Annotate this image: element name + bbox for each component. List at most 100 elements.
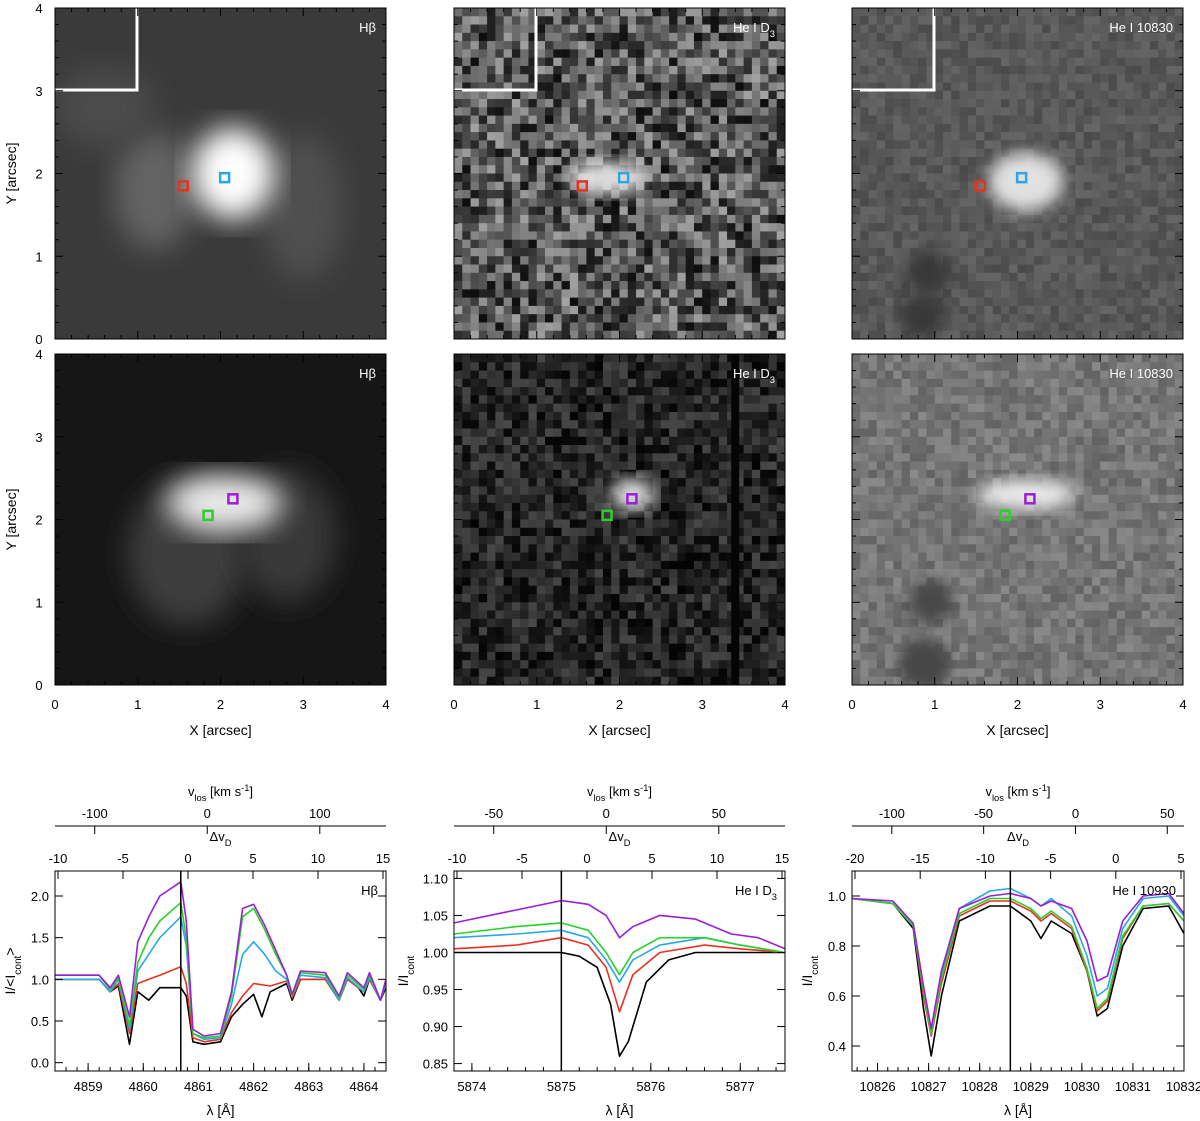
panel-title: Hβ <box>361 883 378 898</box>
doppler-tick-label: 5 <box>648 851 655 866</box>
x-tick-label: 10829 <box>1013 1079 1049 1094</box>
x-tick-label: 2 <box>217 697 224 712</box>
doppler-tick-label: 10 <box>710 851 724 866</box>
y-tick-label: 0.5 <box>31 1014 49 1029</box>
pixel-marker <box>177 180 190 192</box>
spectrum-panel-3: 10826 10827 10828 10829 10830 10831 10832 0.4 0.… <box>799 783 1200 1118</box>
x-tick-label: 0 <box>848 697 855 712</box>
x-tick-label: 4 <box>382 697 389 712</box>
image-panel-r2-c1: Hβ <box>55 354 386 685</box>
y-axis-label: I/<Icont> <box>2 947 24 994</box>
x-axis-label: X [arcsec] <box>588 722 650 738</box>
y-tick-label: 0.95 <box>423 983 448 998</box>
x-tick-label: 4 <box>781 697 788 712</box>
image-axes: 0 1 2 3 4 Y [arcsec] 0 1 2 3 4 Y [arcsec] 0 1 2 3 4 X [ar… <box>3 1 1187 738</box>
y-tick-label: 1 <box>35 249 42 264</box>
x-tick-label: 4860 <box>129 1079 158 1094</box>
image-panel-r1-c1: Hβ <box>55 8 386 339</box>
doppler-axis-label: ΔvD <box>1007 829 1029 848</box>
y-tick-label: 2.0 <box>31 889 49 904</box>
series-line-purple <box>454 899 785 950</box>
doppler-tick-label: -5 <box>516 851 528 866</box>
x-tick-label: 0 <box>450 697 457 712</box>
y-tick-label: 3 <box>35 430 42 445</box>
y-tick-label: 0.90 <box>423 1020 448 1035</box>
spectrum-panel-2: 5874 5875 5876 5877 0.85 0.90 0.95 1.00 1.05 1.10… <box>395 783 789 1118</box>
x-tick-label: 4864 <box>349 1079 378 1094</box>
y-tick-label: 1.5 <box>31 931 49 946</box>
x-axis-label: λ [Å] <box>1004 1102 1032 1118</box>
y-axis-label: I/Icont <box>799 955 821 986</box>
y-tick-label: 1.0 <box>31 972 49 987</box>
y-tick-label: 0.8 <box>828 939 846 954</box>
y-tick-label: 0 <box>35 332 42 347</box>
panel-title: He I 10830 <box>1109 20 1173 35</box>
x-tick-label: 3 <box>1097 697 1104 712</box>
x-tick-label: 4859 <box>74 1079 103 1094</box>
doppler-tick-label: 0 <box>184 851 191 866</box>
x-tick-label: 2 <box>1014 697 1021 712</box>
x-tick-label: 5876 <box>636 1079 665 1094</box>
series-line-purple <box>55 880 386 1037</box>
x-axis-label: λ [Å] <box>206 1102 234 1118</box>
doppler-tick-label: -10 <box>976 851 995 866</box>
vlos-tick-label: -100 <box>879 806 905 821</box>
vlos-tick-label: -100 <box>82 806 108 821</box>
vlos-tick-label: 50 <box>1160 806 1174 821</box>
series-line-green <box>454 922 785 976</box>
vlos-tick-label: 0 <box>603 806 610 821</box>
y-tick-label: 1.10 <box>423 871 448 886</box>
panel-title: He I D3 <box>735 883 777 902</box>
y-tick-label: 1.00 <box>423 945 448 960</box>
x-tick-label: 1 <box>931 697 938 712</box>
doppler-tick-label: -20 <box>846 851 865 866</box>
detector-stripe <box>731 354 740 685</box>
doppler-tick-label: 5 <box>249 851 256 866</box>
panel-title: Hβ <box>359 20 376 35</box>
x-tick-label: 1 <box>134 697 141 712</box>
vlos-tick-label: -50 <box>974 806 993 821</box>
x-axis-label: X [arcsec] <box>189 722 251 738</box>
panel-title: He I 10930 <box>1112 883 1176 898</box>
doppler-axis-label: ΔvD <box>609 829 631 848</box>
image-panel-r2-c3: He I 10830 <box>852 354 1183 685</box>
x-tick-label: 4 <box>1179 697 1186 712</box>
pixel-marker <box>227 493 239 505</box>
y-tick-label: 1.05 <box>423 908 448 923</box>
series-line-black <box>454 951 785 1057</box>
pixel-marker <box>1015 171 1028 184</box>
y-axis-label: Y [arcsec] <box>3 489 19 551</box>
x-tick-label: 1 <box>533 697 540 712</box>
doppler-tick-label: 0 <box>1112 851 1119 866</box>
y-tick-label: 1 <box>35 595 42 610</box>
vlos-tick-label: 0 <box>1072 806 1079 821</box>
y-tick-label: 0.85 <box>423 1057 448 1072</box>
vlos-tick-label: -50 <box>484 806 503 821</box>
series-line-purple <box>852 892 1184 1030</box>
y-tick-label: 0.0 <box>31 1056 49 1071</box>
doppler-tick-label: 15 <box>376 851 390 866</box>
x-tick-label: 3 <box>300 697 307 712</box>
x-tick-label: 4862 <box>239 1079 268 1094</box>
x-tick-label: 4861 <box>184 1079 213 1094</box>
x-tick-label: 2 <box>616 697 623 712</box>
pixel-marker <box>1024 493 1036 505</box>
pixel-marker <box>576 180 589 192</box>
inset-frame <box>55 8 139 92</box>
vlos-axis-label: vlos [km s-1] <box>587 783 652 803</box>
y-tick-label: 0.4 <box>828 1039 846 1054</box>
vlos-tick-label: 100 <box>309 806 331 821</box>
x-tick-label: 10826 <box>859 1079 895 1094</box>
x-axis-label: X [arcsec] <box>986 722 1048 738</box>
plot-frame <box>453 870 786 1072</box>
series-line-black <box>852 897 1184 1057</box>
x-tick-label: 10827 <box>911 1079 947 1094</box>
y-tick-label: 2 <box>35 513 42 528</box>
image-panels: Hβ He I D3 He I 10830 Hβ He I D3 He I 10830 <box>55 8 1183 685</box>
y-axis-label: I/Icont <box>395 955 417 986</box>
x-tick-label: 5874 <box>457 1079 486 1094</box>
pixel-marker <box>974 180 987 192</box>
inset-frame <box>852 8 936 92</box>
doppler-tick-label: 5 <box>1177 851 1184 866</box>
